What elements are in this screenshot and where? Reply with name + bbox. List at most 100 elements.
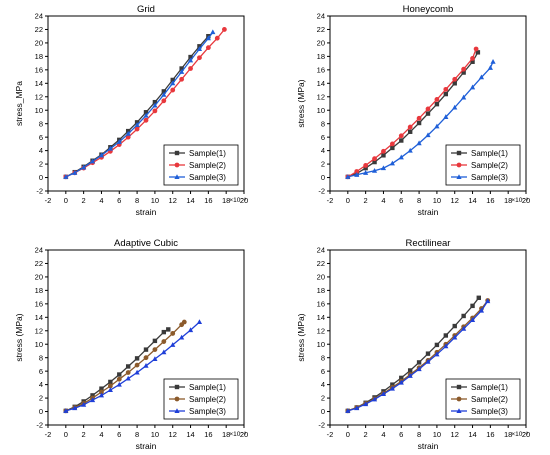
data-point (134, 126, 140, 132)
x-tick-label: 8 (135, 196, 139, 205)
y-tick-label: 22 (317, 259, 325, 268)
data-point (425, 111, 431, 116)
y-tick-label: 10 (317, 106, 325, 115)
data-point (152, 99, 158, 105)
data-point (170, 77, 175, 83)
data-point (161, 349, 167, 355)
x-tick-label: 6 (399, 430, 403, 439)
x-tick-label: -2 (45, 196, 52, 205)
legend: Sample(1) Sample(2) Sample(3) (163, 378, 239, 420)
legend-label: Sample(3) (189, 407, 226, 416)
data-point (416, 120, 422, 126)
data-point (107, 383, 113, 389)
legend-label: Sample(2) (471, 395, 508, 404)
chart-panel-4: -2 0 2 4 6 8 10 12 14 16 18 20-20246810121416182022… (296, 238, 530, 451)
y-tick-label: 8 (321, 119, 325, 128)
data-point (354, 172, 360, 177)
legend-label: Sample(2) (471, 161, 508, 170)
series-line-1 (347, 51, 479, 178)
data-point (461, 94, 467, 100)
y-tick-label: 2 (321, 394, 325, 403)
y-axis-label: stress (MPa) (14, 313, 24, 361)
legend-swatch-marker (456, 408, 462, 413)
data-point (117, 372, 122, 377)
data-point (125, 364, 131, 369)
y-tick-label: 6 (321, 133, 325, 142)
data-point (490, 58, 496, 64)
data-point (188, 54, 193, 60)
x-tick-label: 10 (151, 430, 159, 439)
data-point (107, 145, 113, 151)
x-tick-label: 14 (186, 196, 194, 205)
plot-frame (47, 15, 245, 192)
y-tick-label: 0 (39, 407, 43, 416)
x-tick-label: 14 (186, 430, 194, 439)
y-tick-label: 14 (35, 79, 43, 88)
data-point (407, 147, 413, 153)
x-tick-label: 14 (468, 430, 476, 439)
y-tick-label: 24 (35, 12, 43, 21)
data-point (152, 102, 158, 108)
x-tick-label: 20 (240, 430, 248, 439)
chart-panel-1: -2 0 2 4 6 8 10 12 14 16 18 20-20246810121416182022… (14, 4, 248, 217)
data-point (399, 138, 404, 143)
data-point (461, 70, 466, 75)
y-tick-label: 20 (317, 39, 325, 48)
y-tick-label: 12 (35, 326, 43, 335)
data-point (487, 65, 493, 70)
data-point (188, 66, 193, 71)
x-tick-label: 12 (451, 430, 459, 439)
data-point (90, 393, 95, 398)
data-point (416, 115, 422, 121)
data-point (380, 165, 387, 171)
data-point (434, 351, 440, 357)
x-tick-label: -2 (45, 430, 52, 439)
y-tick-label: 24 (317, 246, 325, 255)
data-point (425, 351, 431, 356)
data-point (381, 148, 386, 154)
data-point (354, 169, 360, 174)
y-tick-label: 2 (39, 394, 43, 403)
y-tick-label: 0 (321, 407, 325, 416)
x-tick-label: 2 (364, 196, 368, 205)
y-tick-label: 18 (35, 286, 43, 295)
data-point (434, 97, 440, 102)
data-point (63, 408, 69, 413)
y-tick-label: 4 (39, 146, 43, 155)
x-tick-label: 12 (451, 196, 459, 205)
chart-panel-3: -2 0 2 4 6 8 10 12 14 16 18 20-20246810121416182022… (14, 238, 248, 451)
legend-swatch-marker (456, 396, 462, 402)
y-tick-label: 16 (317, 65, 325, 74)
y-tick-label: 2 (321, 160, 325, 169)
data-point (166, 327, 171, 332)
data-point (161, 91, 167, 97)
y-axis-label: stress_MPa (14, 81, 24, 126)
legend-label: Sample(1) (471, 149, 508, 158)
chart-title: Grid (137, 4, 155, 15)
x-tick-label: 4 (381, 430, 385, 439)
data-point (99, 386, 104, 391)
y-tick-label: 20 (317, 273, 325, 282)
data-point (345, 174, 351, 179)
data-point (434, 123, 440, 129)
x-tick-label: 0 (346, 430, 350, 439)
data-point (89, 158, 96, 164)
data-point (470, 303, 475, 309)
y-tick-label: 14 (35, 313, 43, 322)
x-tick-label: 14 (468, 196, 476, 205)
y-tick-label: 8 (321, 353, 325, 362)
plot-frame (329, 15, 527, 192)
data-point (143, 112, 149, 118)
legend-label: Sample(3) (471, 173, 508, 182)
chart-panel-2: -2 0 2 4 6 8 10 12 14 16 18 20-20246810121416182022… (296, 4, 530, 217)
legend-swatch-marker (456, 162, 462, 168)
data-point (125, 130, 131, 136)
y-tick-label: 18 (35, 52, 43, 61)
legend: Sample(1) Sample(2) Sample(3) (445, 378, 521, 420)
legend-label: Sample(2) (189, 161, 226, 170)
y-tick-label: -2 (36, 187, 43, 196)
y-tick-label: 0 (321, 173, 325, 182)
data-point (214, 35, 220, 41)
data-point (461, 325, 467, 331)
data-point (476, 295, 481, 300)
